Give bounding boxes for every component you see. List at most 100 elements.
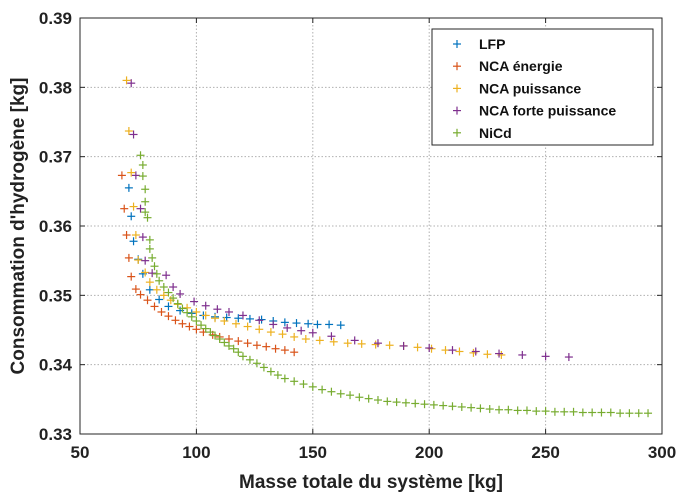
data-point <box>176 289 185 298</box>
data-point <box>138 160 147 169</box>
legend-label: NCA forte puissance <box>479 103 616 119</box>
data-point <box>187 312 196 321</box>
data-point <box>171 316 180 325</box>
data-point <box>136 151 145 160</box>
data-point <box>201 324 210 333</box>
legend-marker <box>453 62 461 71</box>
data-point <box>616 409 625 418</box>
data-point <box>155 295 164 304</box>
data-point <box>644 409 653 418</box>
data-point <box>234 337 243 346</box>
data-point <box>273 371 282 380</box>
legend-item-nca-puissance: NCA puissance <box>453 80 581 96</box>
data-point <box>327 332 336 341</box>
legend-label: NiCd <box>479 125 512 141</box>
data-point <box>301 335 310 344</box>
data-point <box>145 235 154 244</box>
x-tick-label: 200 <box>415 443 443 462</box>
data-point <box>169 294 178 303</box>
data-point <box>425 344 434 353</box>
data-point <box>262 342 271 351</box>
data-point <box>124 127 133 136</box>
data-point <box>129 202 138 211</box>
data-point <box>308 382 317 391</box>
series-nca-forte-puissance <box>127 79 573 362</box>
data-point <box>136 290 145 299</box>
data-point <box>364 394 373 403</box>
data-point <box>129 237 138 246</box>
data-point <box>141 256 150 265</box>
data-point <box>201 311 210 320</box>
data-points <box>117 76 653 418</box>
grid <box>80 18 662 434</box>
data-point <box>259 363 268 372</box>
data-point <box>541 352 550 361</box>
x-tick-label: 150 <box>299 443 327 462</box>
data-point <box>495 349 504 358</box>
data-point <box>504 405 513 414</box>
data-point <box>252 341 261 350</box>
data-point <box>350 336 359 345</box>
data-point <box>329 337 338 346</box>
legend: LFP NCA énergie NCA puissance NCA forte pui… <box>431 28 654 146</box>
data-point <box>145 285 154 294</box>
data-point <box>190 297 199 306</box>
legend-item-nicd: NiCd <box>453 125 512 141</box>
x-tick-label: 250 <box>531 443 559 462</box>
data-point <box>136 204 145 213</box>
data-point <box>299 380 308 389</box>
data-point <box>211 331 220 340</box>
data-point <box>220 316 229 325</box>
data-point <box>164 288 173 297</box>
x-tick-label: 300 <box>648 443 676 462</box>
data-point <box>192 316 201 325</box>
data-point <box>550 407 559 416</box>
data-point <box>308 328 317 337</box>
data-point <box>271 344 280 353</box>
data-point <box>231 319 240 328</box>
legend-label: NCA puissance <box>479 80 581 96</box>
x-tick-label: 50 <box>71 443 90 462</box>
data-point <box>634 409 643 418</box>
data-point <box>290 348 299 357</box>
data-point <box>234 314 243 323</box>
data-point <box>131 231 140 240</box>
data-point <box>429 400 438 409</box>
data-point <box>148 269 157 278</box>
legend-box <box>431 28 654 146</box>
data-point <box>206 328 215 337</box>
data-point <box>441 346 450 355</box>
data-point <box>120 204 129 213</box>
x-tick-label: 100 <box>182 443 210 462</box>
data-point <box>243 339 252 348</box>
data-point <box>183 308 192 317</box>
data-point <box>243 322 252 331</box>
data-point <box>290 377 299 386</box>
data-point <box>292 319 301 328</box>
data-point <box>420 400 429 409</box>
data-point <box>134 255 143 264</box>
data-point <box>343 339 352 348</box>
data-point <box>245 355 254 364</box>
data-point <box>224 307 233 316</box>
tick-labels: 50 100 150 200 250 300 0.33 0.34 0.35 0.36 0.37 0.3… <box>39 9 676 462</box>
data-point <box>157 307 166 316</box>
data-point <box>385 341 394 350</box>
data-point <box>467 403 476 412</box>
data-point <box>606 408 615 417</box>
data-point <box>224 341 233 350</box>
data-point <box>211 314 220 323</box>
data-point <box>625 409 634 418</box>
data-point <box>569 407 578 416</box>
series-nca-puissance <box>122 76 506 359</box>
data-point <box>476 404 485 413</box>
legend-label: NCA énergie <box>479 58 563 74</box>
data-point <box>597 408 606 417</box>
data-point <box>578 408 587 417</box>
data-point <box>164 302 173 311</box>
data-point <box>383 397 392 406</box>
data-point <box>471 347 480 356</box>
data-point <box>283 323 292 332</box>
data-point <box>141 185 150 194</box>
